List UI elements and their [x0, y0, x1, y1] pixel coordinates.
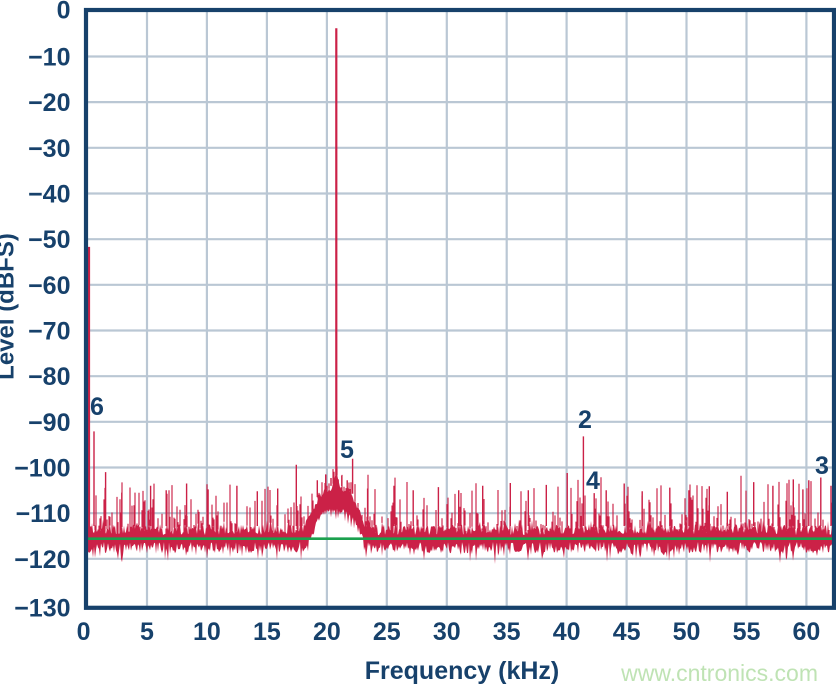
svg-text:15: 15 — [253, 618, 281, 646]
svg-text:10: 10 — [193, 618, 221, 646]
svg-text:−130: −130 — [14, 594, 70, 622]
svg-text:30: 30 — [433, 618, 461, 646]
svg-text:0: 0 — [77, 618, 91, 646]
svg-text:−10: −10 — [28, 44, 70, 72]
svg-text:−50: −50 — [28, 226, 70, 254]
svg-text:20: 20 — [313, 618, 341, 646]
svg-text:25: 25 — [373, 618, 401, 646]
svg-text:45: 45 — [613, 618, 641, 646]
svg-text:Level (dBFS): Level (dBFS) — [0, 233, 20, 380]
svg-text:−70: −70 — [28, 318, 70, 346]
svg-text:−20: −20 — [28, 89, 70, 117]
svg-text:3: 3 — [815, 452, 829, 480]
svg-text:6: 6 — [90, 393, 104, 421]
svg-text:2: 2 — [578, 406, 592, 434]
svg-text:−100: −100 — [14, 455, 70, 483]
svg-text:5: 5 — [340, 436, 354, 464]
svg-text:55: 55 — [733, 618, 761, 646]
svg-text:−60: −60 — [28, 272, 70, 300]
svg-text:−120: −120 — [14, 546, 70, 574]
svg-text:−40: −40 — [28, 181, 70, 209]
svg-text:40: 40 — [553, 618, 581, 646]
svg-text:0: 0 — [57, 0, 71, 25]
svg-text:www.cntronics.com: www.cntronics.com — [620, 660, 818, 686]
svg-text:Frequency (kHz): Frequency (kHz) — [365, 657, 559, 685]
svg-text:60: 60 — [792, 618, 820, 646]
svg-text:5: 5 — [140, 618, 154, 646]
svg-text:−110: −110 — [16, 500, 71, 528]
svg-text:−90: −90 — [28, 409, 70, 437]
svg-text:4: 4 — [586, 467, 600, 495]
svg-text:−30: −30 — [28, 135, 70, 163]
svg-text:50: 50 — [673, 618, 701, 646]
svg-text:35: 35 — [493, 618, 521, 646]
svg-text:−80: −80 — [28, 363, 70, 391]
